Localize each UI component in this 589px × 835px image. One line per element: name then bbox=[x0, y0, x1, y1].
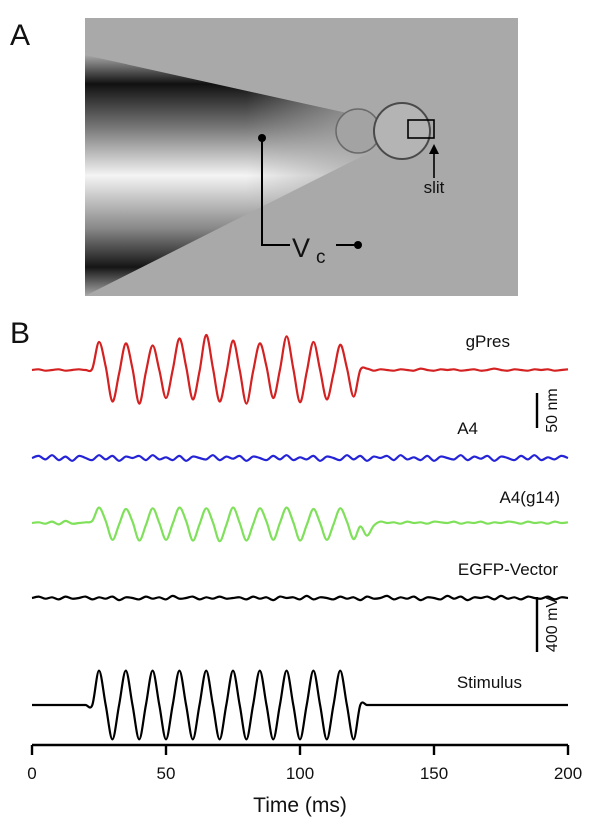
trace-label: Stimulus bbox=[457, 673, 522, 692]
trace bbox=[31, 333, 569, 405]
x-tick-label: 0 bbox=[27, 764, 36, 783]
vc-label: V bbox=[292, 233, 310, 263]
x-axis-title: Time (ms) bbox=[253, 794, 347, 817]
trace-label: A4 bbox=[457, 419, 478, 438]
scale-bar-label: 50 nm bbox=[544, 388, 561, 432]
scale-bar-label: 400 mV bbox=[544, 597, 561, 652]
trace bbox=[31, 454, 569, 462]
trace bbox=[32, 669, 568, 741]
trace-label: EGFP-Vector bbox=[458, 560, 558, 579]
x-tick-label: 50 bbox=[157, 764, 176, 783]
vc-subscript: c bbox=[316, 247, 326, 268]
micrograph bbox=[85, 18, 518, 296]
x-tick-label: 150 bbox=[420, 764, 448, 783]
trace-label: gPres bbox=[466, 332, 510, 351]
x-tick-label: 200 bbox=[554, 764, 582, 783]
x-tick-label: 100 bbox=[286, 764, 314, 783]
trace bbox=[31, 506, 569, 543]
panel-label: A bbox=[10, 19, 30, 52]
trace-label: A4(g14) bbox=[500, 488, 560, 507]
panel-label: B bbox=[10, 317, 30, 350]
slit-label: slit bbox=[424, 178, 445, 197]
trace bbox=[31, 594, 569, 602]
